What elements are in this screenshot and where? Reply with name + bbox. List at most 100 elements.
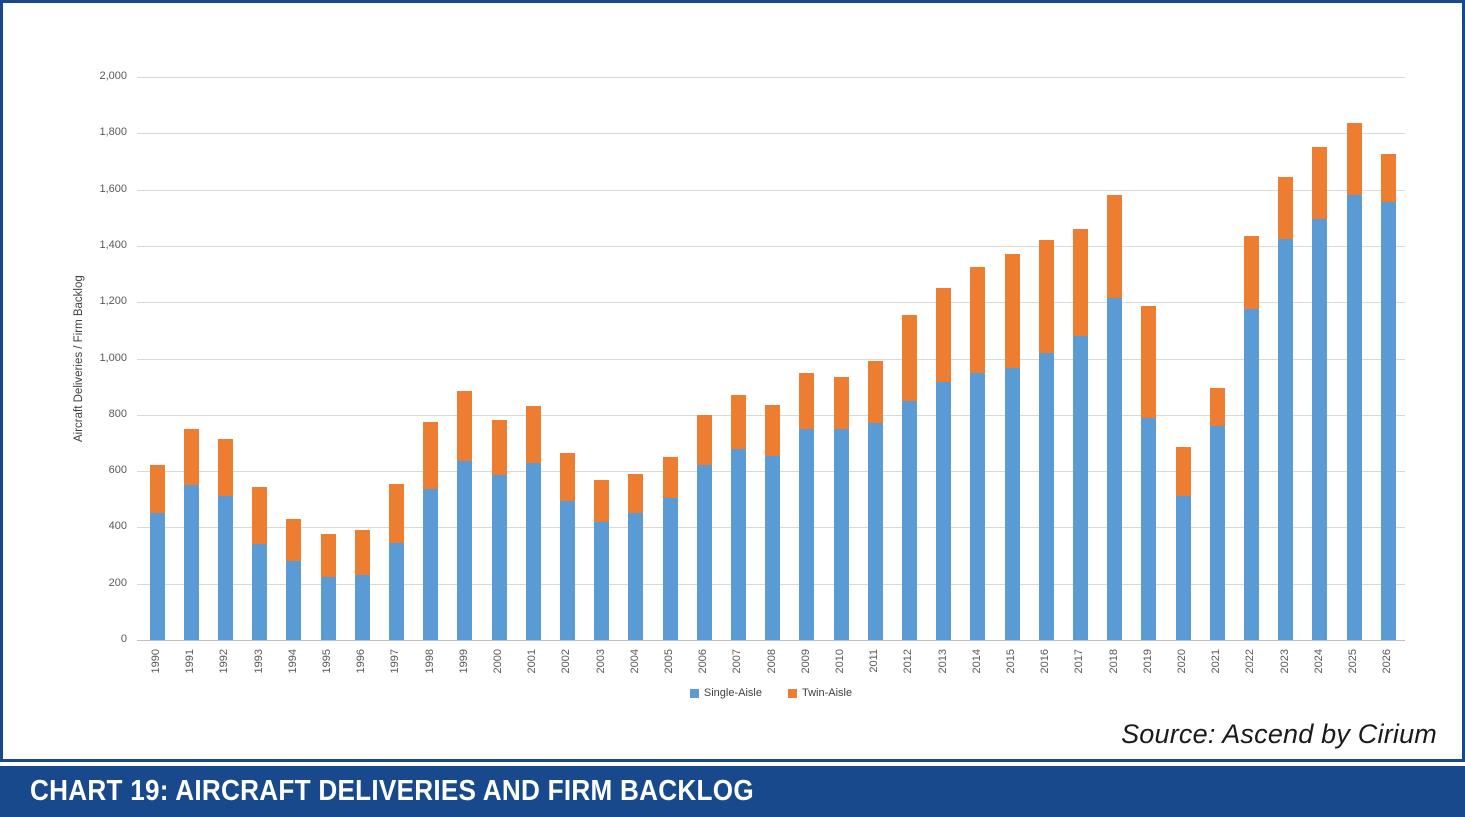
bar-2022-twin-aisle (1243, 236, 1259, 310)
legend-item-single-aisle: Single-Aisle (689, 687, 762, 699)
bar-2003-single-aisle (594, 521, 610, 640)
x-tick-2015: 2015 (1005, 649, 1017, 674)
x-tick-2019: 2019 (1141, 649, 1154, 674)
bar-2006-single-aisle (696, 465, 712, 640)
bar-1998-single-aisle (423, 489, 439, 640)
bar-2012-single-aisle (901, 400, 917, 640)
x-tick-1996: 1996 (355, 649, 368, 674)
bar-2022-single-aisle (1243, 309, 1259, 640)
bar-2018-single-aisle (1107, 297, 1123, 640)
chart-caption: CHART 19: AIRCRAFT DELIVERIES AND FIRM B… (30, 775, 754, 807)
bar-2009-twin-aisle (799, 372, 815, 429)
legend-label: Single-Aisle (703, 687, 762, 699)
bar-1994-single-aisle (286, 561, 302, 640)
gridline-1,200 (137, 302, 1405, 304)
chart-panel: Aircraft Deliveries / Firm Backlog 0 200 4… (0, 0, 1465, 762)
y-tick-1,800: 1,800 (99, 126, 127, 139)
bar-2025-twin-aisle (1346, 123, 1362, 196)
bar-2017-twin-aisle (1072, 229, 1088, 336)
y-tick-400: 400 (108, 520, 127, 533)
x-tick-2002: 2002 (560, 649, 573, 674)
bar-2023-single-aisle (1278, 238, 1294, 640)
y-tick-1,200: 1,200 (99, 295, 127, 308)
x-tick-2010: 2010 (834, 649, 846, 674)
legend-swatch-icon (689, 688, 699, 698)
bar-2016-single-aisle (1038, 352, 1054, 640)
x-tick-1994: 1994 (286, 649, 299, 674)
bar-1993-twin-aisle (252, 486, 268, 545)
bar-2018-twin-aisle (1107, 195, 1123, 298)
x-tick-2016: 2016 (1039, 649, 1052, 674)
bar-1995-single-aisle (320, 576, 336, 640)
y-tick-200: 200 (108, 576, 127, 589)
x-tick-2012: 2012 (902, 649, 915, 674)
bar-2011-single-aisle (867, 423, 883, 640)
bar-2021-single-aisle (1209, 426, 1225, 640)
x-tick-2018: 2018 (1107, 649, 1120, 674)
bar-2001-twin-aisle (525, 406, 541, 463)
bar-1994-twin-aisle (286, 518, 302, 562)
bar-2013-single-aisle (936, 382, 952, 640)
bar-2023-twin-aisle (1278, 176, 1294, 239)
bar-2000-single-aisle (491, 475, 507, 640)
bar-2021-twin-aisle (1209, 388, 1225, 427)
y-tick-1,000: 1,000 (99, 351, 127, 364)
x-tick-1992: 1992 (218, 649, 231, 674)
bar-2005-twin-aisle (662, 457, 678, 498)
bar-2026-twin-aisle (1380, 154, 1396, 203)
x-tick-2009: 2009 (799, 649, 812, 674)
bar-1992-single-aisle (217, 496, 233, 640)
bar-1999-single-aisle (457, 461, 473, 640)
bar-2024-twin-aisle (1312, 147, 1328, 220)
bar-2010-single-aisle (833, 428, 849, 640)
bar-2026-single-aisle (1380, 202, 1396, 640)
y-tick-800: 800 (108, 407, 127, 420)
bar-2019-twin-aisle (1141, 306, 1157, 418)
gridline-1,000 (137, 358, 1405, 360)
gridline-2,000 (137, 77, 1405, 78)
x-tick-2008: 2008 (765, 649, 778, 674)
x-tick-2006: 2006 (697, 649, 710, 674)
x-tick-2024: 2024 (1312, 649, 1325, 674)
x-tick-2022: 2022 (1244, 649, 1257, 674)
y-tick-600: 600 (108, 464, 127, 477)
bar-2014-twin-aisle (970, 267, 986, 373)
y-tick-1,400: 1,400 (99, 238, 127, 251)
x-tick-1997: 1997 (389, 649, 402, 674)
x-tick-2017: 2017 (1073, 649, 1086, 674)
bar-1992-twin-aisle (217, 438, 233, 497)
x-tick-2000: 2000 (492, 649, 504, 674)
x-tick-2026: 2026 (1381, 649, 1394, 674)
x-tick-1998: 1998 (423, 649, 436, 674)
bar-2000-twin-aisle (491, 420, 507, 476)
bar-1999-twin-aisle (457, 390, 473, 462)
x-tick-1991: 1991 (184, 649, 197, 674)
bar-1996-twin-aisle (354, 530, 370, 576)
legend-item-twin-aisle: Twin-Aisle (787, 687, 853, 699)
bar-2002-single-aisle (559, 500, 575, 640)
bar-2019-single-aisle (1141, 417, 1157, 640)
bar-2007-single-aisle (730, 448, 746, 640)
bar-2010-twin-aisle (833, 376, 849, 429)
bar-2020-twin-aisle (1175, 447, 1191, 497)
bar-2024-single-aisle (1312, 219, 1328, 640)
bar-2015-twin-aisle (1004, 254, 1020, 369)
gridline-1,400 (137, 245, 1405, 247)
x-tick-2004: 2004 (628, 649, 641, 674)
x-tick-2013: 2013 (936, 649, 949, 674)
x-tick-2005: 2005 (663, 649, 675, 674)
x-tick-1999: 1999 (457, 649, 470, 674)
bar-1996-single-aisle (354, 575, 370, 640)
y-tick-1,600: 1,600 (99, 182, 127, 195)
bar-1990-twin-aisle (149, 465, 165, 514)
bar-2008-twin-aisle (765, 404, 781, 456)
footer-title-bar: CHART 19: AIRCRAFT DELIVERIES AND FIRM B… (0, 766, 1465, 817)
y-tick-2,000: 2,000 (99, 70, 127, 82)
bar-1990-single-aisle (149, 513, 165, 640)
x-tick-2007: 2007 (731, 649, 744, 674)
bar-2005-single-aisle (662, 497, 678, 640)
bar-2017-single-aisle (1072, 335, 1088, 640)
legend-label: Twin-Aisle (801, 687, 853, 699)
bar-2009-single-aisle (799, 428, 815, 640)
bar-2002-twin-aisle (559, 452, 575, 501)
